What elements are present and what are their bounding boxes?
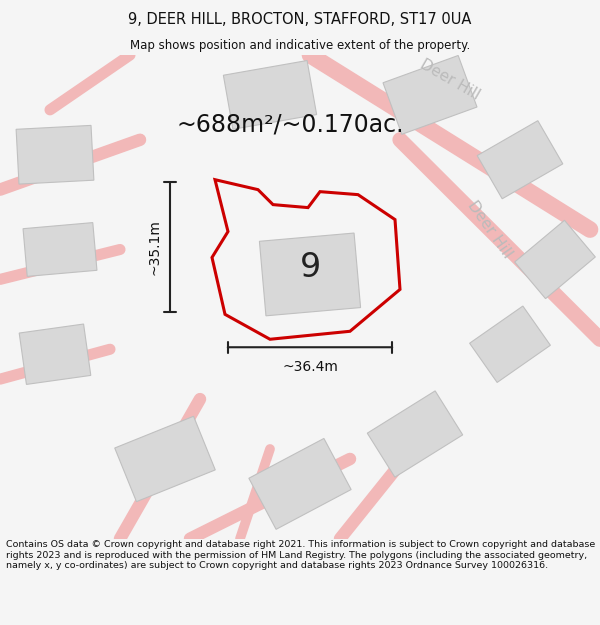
Polygon shape — [16, 126, 94, 184]
Polygon shape — [515, 220, 595, 299]
Text: Map shows position and indicative extent of the property.: Map shows position and indicative extent… — [130, 39, 470, 51]
Polygon shape — [249, 439, 351, 529]
Polygon shape — [259, 233, 361, 316]
Polygon shape — [477, 121, 563, 199]
Text: Deer Hill: Deer Hill — [418, 57, 482, 103]
Polygon shape — [383, 56, 477, 134]
Polygon shape — [23, 222, 97, 276]
Text: 9: 9 — [299, 251, 320, 284]
Text: Contains OS data © Crown copyright and database right 2021. This information is : Contains OS data © Crown copyright and d… — [6, 541, 595, 570]
Polygon shape — [367, 391, 463, 477]
Polygon shape — [115, 416, 215, 502]
Polygon shape — [470, 306, 550, 382]
Text: 9, DEER HILL, BROCTON, STAFFORD, ST17 0UA: 9, DEER HILL, BROCTON, STAFFORD, ST17 0U… — [128, 12, 472, 27]
Text: ~688m²/~0.170ac.: ~688m²/~0.170ac. — [176, 113, 404, 137]
Text: ~36.4m: ~36.4m — [282, 360, 338, 374]
Text: Deer Hill: Deer Hill — [465, 198, 515, 261]
Text: ~35.1m: ~35.1m — [147, 219, 161, 275]
Polygon shape — [19, 324, 91, 384]
Polygon shape — [223, 61, 317, 129]
